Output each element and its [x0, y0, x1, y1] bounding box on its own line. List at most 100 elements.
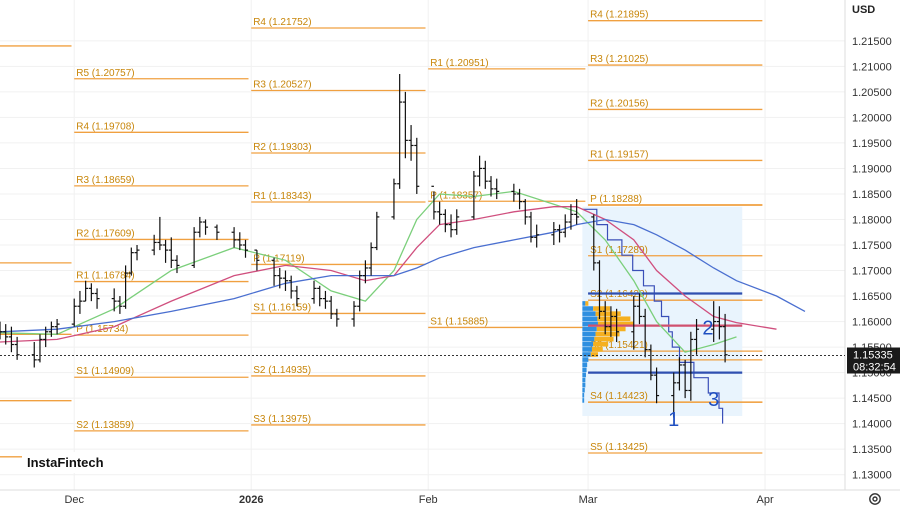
ohlc-bar [477, 155, 483, 187]
ohlc-bar [488, 176, 494, 197]
ohlc-bar [151, 234, 157, 256]
ohlc-bar [402, 91, 408, 159]
ohlc-bar [311, 280, 317, 304]
ohlc-bar [448, 214, 454, 238]
profile-bar [582, 357, 589, 362]
ohlc-bar [408, 125, 414, 161]
profile-bar [585, 301, 589, 306]
ohlc-bar [317, 285, 323, 307]
profile-bar [582, 382, 586, 388]
ohlc-bar [722, 313, 728, 363]
ohlc-bar [88, 283, 94, 302]
profile-bar [594, 336, 614, 342]
logo: InstaFintech [22, 452, 109, 473]
ohlc-bar [494, 178, 500, 200]
pivot-level-label: R2 (1.20156) [590, 98, 648, 109]
wave-label: 2 [702, 317, 713, 339]
price-axis[interactable]: 1.21500 1.21000 1.20500 1.20000 1.19500 1.190… [852, 36, 892, 482]
ohlc-bar [117, 296, 123, 314]
ohlc-bar [83, 280, 89, 302]
ohlc-bar [77, 290, 83, 314]
ohlc-bar [511, 183, 517, 202]
ohlc-bar [231, 227, 237, 248]
profile-bar [582, 367, 587, 373]
ohlc-bar [14, 336, 20, 360]
ohlc-bar [168, 237, 174, 268]
currency-label[interactable]: USD [852, 4, 876, 16]
profile-bar [582, 311, 596, 316]
profile-bar [582, 326, 597, 332]
time-axis[interactable]: Dec 2026 Feb Mar Apr [64, 494, 774, 506]
ohlc-bar [631, 296, 637, 350]
price-tick-label: 1.19000 [852, 163, 892, 175]
profile-bar [593, 341, 609, 347]
time-tick-label: Apr [757, 494, 774, 506]
ohlc-bar [191, 227, 197, 268]
price-tick-label: 1.16000 [852, 317, 892, 329]
ohlc-bar [397, 74, 403, 189]
ohlc-bar [128, 247, 134, 276]
profile-bar [582, 398, 585, 403]
pivot-level-label: S1 (1.17289) [590, 245, 648, 256]
price-tick-label: 1.20500 [852, 87, 892, 99]
pivot-level-label: S4 (1.14423) [590, 391, 648, 402]
current-price-value: 1.15335 [853, 350, 893, 362]
ohlc-bar [3, 324, 9, 345]
ohlc-bar [0, 321, 3, 340]
pivot-level-label: R4 (1.21895) [590, 10, 648, 21]
pivot-level-label: R1 (1.19157) [590, 149, 648, 160]
pivot-level-label: S3 (1.13975) [253, 414, 311, 425]
price-tick-label: 1.13500 [852, 444, 892, 456]
ohlc-bar [43, 326, 49, 348]
ohlc-bar [31, 341, 37, 368]
ohlc-bar [602, 301, 608, 335]
ohlc-bar [648, 344, 654, 381]
profile-bar [582, 301, 586, 306]
ohlc-bar [431, 185, 437, 220]
profile-bar [597, 321, 634, 327]
moving-average-line [0, 190, 737, 353]
ohlc-bar [671, 372, 677, 418]
ohlc-bar [442, 209, 448, 233]
pivot-levels: R5 (1.20757) R4 (1.19708) R3 (1.18659) R2 (… [0, 10, 763, 458]
pivot-level-label: R2 (1.19303) [253, 142, 311, 153]
profile-bar [582, 387, 585, 393]
ohlc-bar [391, 178, 397, 220]
ohlc-bar [676, 357, 682, 391]
ohlc-bar [322, 290, 328, 309]
price-tick-label: 1.16500 [852, 291, 892, 303]
ohlc-bar [174, 255, 180, 274]
ohlc-bar [591, 214, 597, 271]
ohlc-bar [54, 319, 60, 335]
ohlc-bar [614, 308, 620, 342]
price-tick-label: 1.18500 [852, 189, 892, 201]
ohlc-bar [608, 306, 614, 337]
profile-bar [595, 331, 620, 337]
time-tick-label: 2026 [239, 494, 263, 506]
profile-bar [597, 316, 631, 322]
ohlc-bar [214, 224, 220, 240]
ohlc-bar [688, 331, 694, 401]
channel-lines [588, 292, 743, 374]
pivot-level-label: R4 (1.19708) [76, 121, 134, 132]
step-profile [582, 208, 724, 424]
price-tick-label: 1.18000 [852, 214, 892, 226]
pivot-level-label: S1 (1.15885) [430, 316, 488, 327]
pivot-level-label: S3 (1.15421) [590, 340, 648, 351]
ohlc-bar [203, 219, 209, 235]
profile-bar [582, 306, 594, 311]
gear-icon[interactable] [868, 492, 882, 506]
ohlc-bar [334, 308, 340, 327]
ohlc-bar [357, 270, 363, 312]
ohlc-bar [374, 211, 380, 251]
time-tick-label: Mar [579, 494, 598, 506]
ohlc-bar [574, 199, 580, 225]
ohlc-bar [271, 257, 277, 286]
moving-average-line [0, 218, 806, 333]
ohlc-bar [522, 199, 528, 225]
ohlc-bar [568, 204, 574, 230]
time-tick-label: Feb [419, 494, 438, 506]
ohlc-bar [123, 265, 129, 309]
wave-label: 3 [708, 389, 719, 411]
